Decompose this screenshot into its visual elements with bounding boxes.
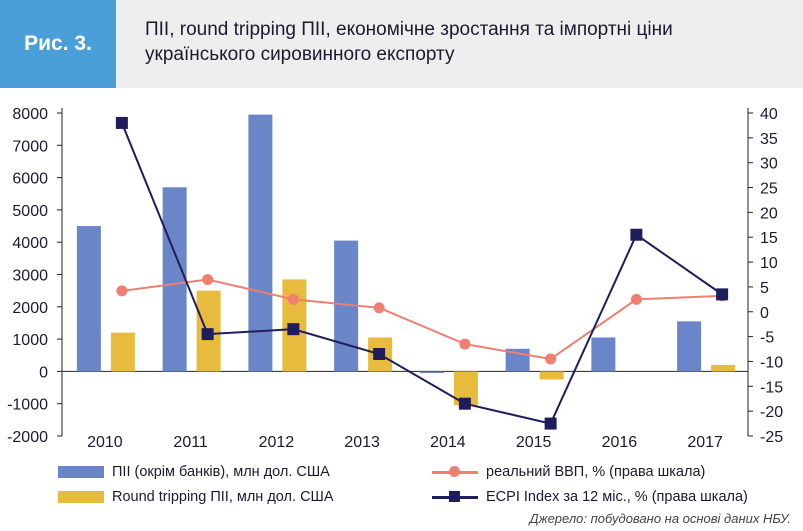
y-tick-label-right: -5 (760, 330, 774, 347)
line-gdp (121, 278, 723, 361)
legend-label-fdi: ПІІ (окрім банків), млн дол. США (112, 464, 330, 480)
legend-label-gdp: реальний ВВП, % (права шкала) (486, 464, 706, 480)
y-tick-label-left: 3000 (12, 268, 48, 285)
point-ecpi (716, 288, 729, 301)
y-tick-label-left: -2000 (7, 429, 48, 446)
bar-fdi (677, 321, 702, 372)
point-gdp (459, 338, 471, 350)
point-gdp (373, 302, 385, 314)
legend-item-fdi: ПІІ (окрім банків), млн дол. США (58, 464, 330, 480)
x-tick-label: 2010 (87, 434, 123, 451)
bar-fdi (591, 337, 616, 372)
point-ecpi (373, 348, 386, 361)
figure-label: Рис. 3. (24, 32, 92, 55)
y-tick-label-right: 10 (760, 255, 778, 272)
x-tick-label: 2016 (602, 434, 638, 451)
point-ecpi (115, 116, 128, 129)
point-gdp (116, 285, 128, 297)
bar-round-tripping (539, 371, 564, 380)
chart-area: 8000 7000 6000 5000 4000 3000 2000 1000 0 -1000 -2… (7, 106, 783, 451)
y-tick-label-right: -20 (760, 404, 783, 421)
legend-swatch-ecpi (432, 490, 478, 502)
source-note: Джерело: побудовано на основі даних НБУ. (529, 511, 791, 526)
y-tick-label-left: 4000 (12, 235, 48, 252)
x-tick-label: 2013 (344, 434, 380, 451)
y-tick-label-right: 5 (760, 280, 769, 297)
y-tick-label-left: 5000 (12, 203, 48, 220)
bar-round-tripping (711, 364, 736, 372)
point-gdp (545, 353, 557, 365)
point-ecpi (630, 228, 643, 241)
legend-swatch-fdi (58, 466, 104, 478)
legend-swatch-round-tripping (58, 491, 104, 503)
figure-badge: Рис. 3. (0, 0, 116, 88)
bar-fdi (162, 187, 187, 372)
bar-fdi (419, 371, 444, 374)
point-gdp (630, 293, 642, 305)
legend-item-ecpi: ECPI Index за 12 міс., % (права шкала) (432, 489, 748, 505)
bar-fdi (76, 226, 101, 372)
line-ecpi (120, 122, 723, 425)
point-gdp (202, 273, 214, 285)
y-tick-label-left: 7000 (12, 138, 48, 155)
bar-round-tripping (110, 332, 135, 372)
y-tick-label-right: 40 (760, 106, 778, 123)
legend-item-gdp: реальний ВВП, % (права шкала) (432, 464, 705, 480)
legend-swatch-gdp (432, 465, 478, 477)
y-tick-label-right: -10 (760, 354, 783, 371)
point-ecpi (201, 328, 214, 341)
legend-label-ecpi: ECPI Index за 12 міс., % (права шкала) (486, 489, 748, 505)
x-tick-label: 2014 (430, 434, 466, 451)
y-tick-label-right: 30 (760, 156, 778, 173)
bar-fdi (248, 114, 273, 372)
y-tick-label-right: 15 (760, 230, 778, 247)
y-tick-label-left: -1000 (7, 397, 48, 414)
y-tick-label-left: 8000 (12, 106, 48, 123)
y-tick-label-left: 2000 (12, 300, 48, 317)
point-gdp (287, 293, 299, 305)
y-tick-label-right: 20 (760, 205, 778, 222)
y-tick-label-left: 6000 (12, 171, 48, 188)
x-tick-label: 2017 (687, 434, 723, 451)
point-ecpi (287, 323, 300, 336)
x-tick-label: 2012 (259, 434, 295, 451)
y-tick-label-left: 0 (39, 364, 48, 381)
y-tick-label-right: -15 (760, 379, 783, 396)
point-ecpi (544, 417, 557, 430)
y-tick-label-right: 25 (760, 181, 778, 198)
chart-title: ПІІ, round tripping ПІІ, економічне зрос… (145, 19, 673, 65)
point-ecpi (458, 397, 471, 410)
y-tick-label-right: 35 (760, 131, 778, 148)
legend-item-round-tripping: Round tripping ПІІ, млн дол. США (58, 489, 334, 505)
header: Рис. 3. ПІІ, round tripping ПІІ, економі… (0, 0, 803, 88)
x-tick-label: 2011 (173, 434, 208, 451)
x-tick-label: 2015 (516, 434, 552, 451)
y-tick-label-left: 1000 (12, 332, 48, 349)
legend-label-round-tripping: Round tripping ПІІ, млн дол. США (112, 489, 334, 505)
y-tick-label-right: -25 (760, 429, 783, 446)
y-tick-label-right: 0 (760, 305, 769, 322)
